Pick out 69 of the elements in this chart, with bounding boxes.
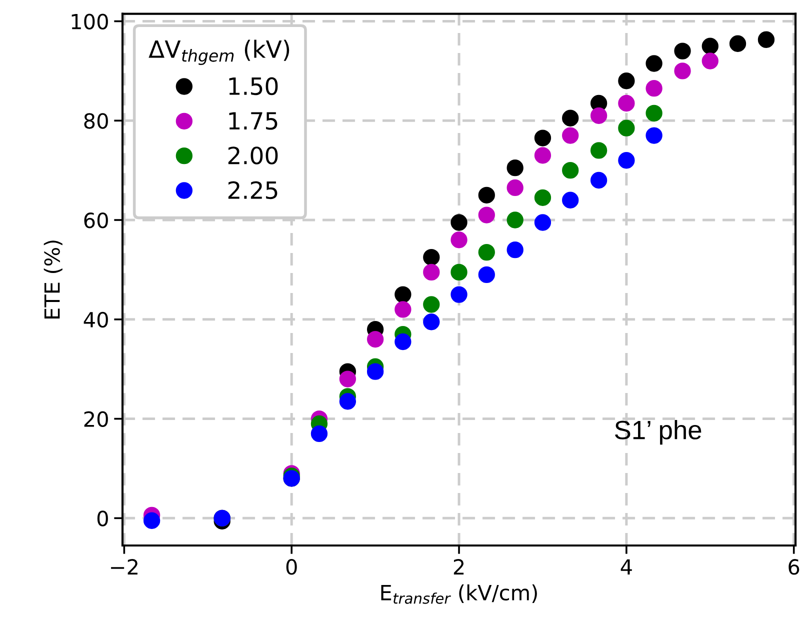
x-tick-label: 2 [454,559,464,575]
point [506,179,524,196]
point [618,120,635,136]
point [423,296,440,313]
point [562,192,579,208]
point [562,162,579,179]
point [478,186,495,204]
point [534,147,552,164]
x-tick-label: 0 [286,559,297,575]
legend-label: 1.50 [229,77,278,96]
point [758,31,775,48]
x-tick-label: 6 [788,559,800,575]
point [646,55,662,72]
legend-label: 2.00 [228,146,278,164]
point [394,333,412,350]
point [562,127,579,144]
point [506,160,524,176]
point [143,512,160,529]
point [618,94,635,112]
point [534,130,552,146]
point [646,104,662,122]
point [590,172,608,189]
point [618,72,635,90]
point [339,370,356,388]
x-axis-title: E$_{transfer}$ (kV/cm) [381,584,537,604]
point [394,286,412,303]
point [478,206,495,224]
annotation: S1’ phe [615,420,702,445]
legend-title: ΔV$_{thgem}$ (kV) [148,40,290,66]
legend-label: 2.25 [228,181,278,200]
point [729,35,746,52]
point [450,232,468,248]
point [534,189,552,206]
point [646,80,662,97]
point [702,38,718,54]
x-tick-label: −2 [111,559,138,575]
point [450,214,468,231]
y-tick-label: 40 [84,312,108,328]
y-tick-label: 60 [84,212,108,228]
point [506,212,524,228]
y-tick-label: 100 [72,14,108,30]
point [506,241,524,258]
point [646,127,662,144]
legend-label: 1.75 [229,112,278,130]
y-axis-title: ETE (%) [44,240,62,318]
point [394,301,412,318]
point [674,62,691,80]
point [674,42,691,60]
point [702,52,718,70]
point [450,286,468,303]
point [478,266,495,284]
point [366,330,384,348]
point [478,244,495,261]
point [310,425,328,442]
point [534,214,552,231]
point [618,152,635,169]
point [366,363,384,380]
y-tick-label: 20 [84,411,108,427]
point [590,107,608,124]
point [562,110,579,126]
y-tick-label: 0 [97,510,108,526]
x-tick-label: 4 [620,559,632,575]
y-tick-label: 80 [84,113,108,129]
point [590,142,608,159]
point [450,264,468,281]
point [423,314,440,330]
point [423,264,440,281]
point [423,248,440,266]
point [339,393,356,410]
